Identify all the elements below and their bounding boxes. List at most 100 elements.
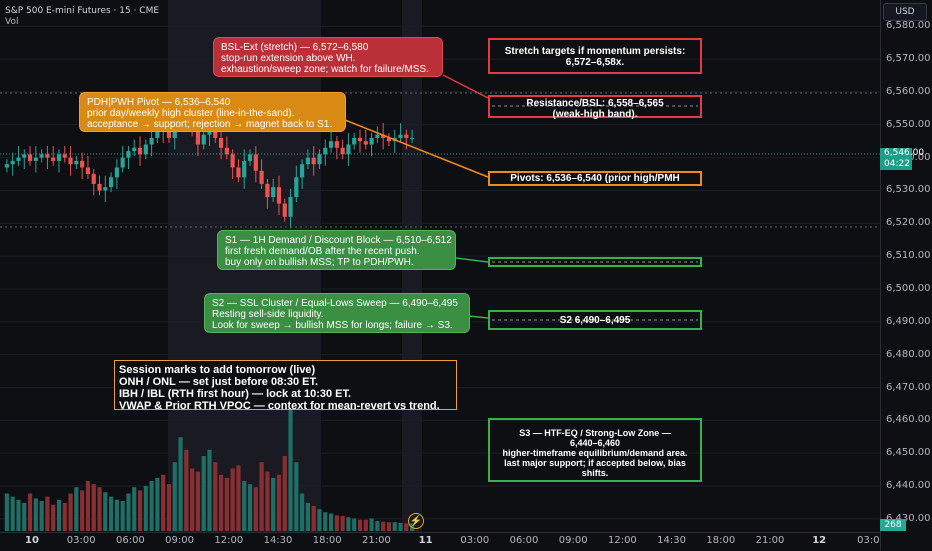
candle-body bbox=[166, 131, 172, 138]
s2-line-3: Look for sweep → bullish MSS for longs; … bbox=[212, 320, 453, 331]
session-marks-note[interactable]: Session marks to add tomorrow (live) ONH… bbox=[114, 360, 457, 412]
candle-body bbox=[68, 157, 73, 165]
time-tick-label: 21:00 bbox=[755, 535, 785, 546]
bsl-ext-callout[interactable]: BSL-Ext (stretch) — 6,572–6,580 stop-run… bbox=[213, 37, 443, 77]
s2-zone[interactable]: S2 6,490–6,495 bbox=[488, 310, 702, 330]
volume-bar bbox=[85, 481, 91, 531]
candle-body bbox=[311, 157, 316, 165]
candle-body bbox=[80, 160, 85, 168]
volume-bar bbox=[74, 487, 79, 531]
volume-bar bbox=[311, 506, 316, 531]
s1-zone[interactable] bbox=[488, 257, 702, 267]
resistance-bsl-zone[interactable]: Resistance/BSL: 6,558–6,565 (weak-high b… bbox=[488, 95, 702, 120]
time-tick-label: 03:0 bbox=[857, 535, 880, 546]
time-tick-label: 06:00 bbox=[509, 535, 539, 546]
s2-line-2: Resting sell-side liquidity. bbox=[212, 309, 324, 320]
candle-body bbox=[352, 137, 357, 145]
s3-line-1: S3 — HTF-EQ / Strong-Low Zone — bbox=[519, 428, 671, 438]
stretch-targets-line-2: 6,572–6,58x. bbox=[565, 57, 625, 68]
volume-bar bbox=[276, 474, 282, 531]
candle-body bbox=[22, 154, 27, 158]
volume-bar bbox=[195, 471, 201, 531]
s2-callout[interactable]: S2 — SSL Cluster / Equal-Lows Sweep — 6,… bbox=[204, 293, 470, 333]
price-tick-label: 6,460.00 bbox=[886, 414, 931, 426]
candle-body bbox=[305, 157, 311, 165]
volume-bar bbox=[97, 487, 102, 531]
volume-bar bbox=[184, 449, 189, 531]
candle-body bbox=[114, 167, 119, 178]
candle-body bbox=[33, 157, 38, 161]
candle-body bbox=[253, 154, 258, 171]
countdown-timer: 04:22 bbox=[884, 159, 910, 169]
pivot-connector bbox=[339, 117, 489, 178]
stretch-targets-zone[interactable]: Stretch targets if momentum persists: 6,… bbox=[488, 38, 702, 74]
s2-line-1: S2 — SSL Cluster / Equal-Lows Sweep — 6,… bbox=[212, 298, 458, 309]
bsl-ext-line-3: exhaustion/sweep zone; watch for failure… bbox=[221, 64, 429, 75]
volume-bar bbox=[259, 462, 264, 531]
pivots-zone[interactable]: Pivots: 6,536–6,540 (prior high/PMH bbox=[488, 171, 702, 186]
volume-bar bbox=[137, 490, 143, 531]
symbol-title[interactable]: S&P 500 E-mini Futures · 15 · CME bbox=[5, 6, 160, 16]
price-scale[interactable] bbox=[880, 0, 932, 550]
pdh-pivot-line-3: acceptance → support; rejection → magnet… bbox=[87, 119, 333, 130]
candle-body bbox=[10, 160, 15, 165]
s1-callout[interactable]: S1 — 1H Demand / Discount Block — 6,510–… bbox=[217, 230, 456, 270]
volume-bar bbox=[166, 484, 172, 531]
volume-bar bbox=[16, 499, 21, 531]
volume-bar bbox=[340, 516, 345, 531]
volume-bar bbox=[294, 462, 299, 531]
price-tick-label: 6,490.00 bbox=[886, 315, 931, 327]
volume-bar bbox=[236, 465, 241, 531]
candle-body bbox=[242, 160, 247, 178]
s1-connector bbox=[455, 257, 489, 263]
pivots-label: Pivots: 6,536–6,540 (prior high/PMH bbox=[510, 173, 680, 184]
candle-body bbox=[224, 147, 229, 155]
price-tick-label: 6,480.00 bbox=[886, 348, 931, 360]
time-axis[interactable] bbox=[0, 532, 880, 551]
price-tick-label: 6,550.00 bbox=[886, 118, 931, 130]
s3-line-3: higher-timeframe equilibrium/demand area… bbox=[502, 448, 688, 458]
candle-body bbox=[323, 147, 328, 155]
volume-bar bbox=[114, 499, 119, 531]
lightning-icon[interactable]: ⚡ bbox=[408, 513, 424, 529]
session-line-3: IBH / IBL (RTH first hour) — lock at 10:… bbox=[119, 388, 352, 400]
s3-line-4: last major support; if accepted below, b… bbox=[504, 458, 686, 468]
candle-body bbox=[56, 154, 62, 161]
bsl-connector bbox=[442, 74, 489, 99]
volume-bar bbox=[375, 521, 380, 531]
pdh-pivot-line-2: prior day/weekly high cluster (line-in-t… bbox=[87, 108, 295, 119]
volume-bar bbox=[398, 522, 403, 531]
pdh-pivot-line-1: PDH|PWH Pivot — 6,536–6,540 bbox=[87, 97, 231, 108]
pdh-pivot-callout[interactable]: PDH|PWH Pivot — 6,536–6,540 prior day/we… bbox=[79, 92, 346, 132]
volume-bar bbox=[80, 490, 85, 531]
candle-body bbox=[363, 141, 368, 145]
candle-body bbox=[288, 197, 293, 217]
volume-bar bbox=[346, 517, 351, 531]
volume-bars bbox=[4, 381, 415, 531]
price-tick-label: 6,530.00 bbox=[886, 184, 931, 196]
time-tick-label: 06:00 bbox=[115, 535, 145, 546]
volume-bar bbox=[22, 502, 27, 531]
candle-body bbox=[334, 141, 339, 148]
volume-indicator-label[interactable]: Vol bbox=[5, 17, 19, 27]
candle-body bbox=[259, 170, 264, 184]
s1-line-1: S1 — 1H Demand / Discount Block — 6,510–… bbox=[225, 235, 452, 246]
stretch-targets-line-1: Stretch targets if momentum persists: bbox=[504, 46, 686, 57]
candle-body bbox=[247, 154, 253, 161]
volume-bar bbox=[305, 502, 311, 531]
volume-bar bbox=[271, 477, 276, 531]
volume-bar bbox=[103, 492, 108, 531]
currency-button[interactable]: USD bbox=[883, 3, 927, 21]
candle-body bbox=[62, 154, 67, 158]
time-tick-label: 14:30 bbox=[263, 535, 293, 546]
time-tick-label: 09:00 bbox=[558, 535, 588, 546]
candle-body bbox=[143, 144, 148, 155]
price-tick-label: 6,470.00 bbox=[886, 381, 931, 393]
volume-bar bbox=[126, 493, 131, 531]
price-tick-label: 6,510.00 bbox=[886, 250, 931, 262]
candle-body bbox=[346, 144, 351, 155]
s3-zone[interactable]: S3 — HTF-EQ / Strong-Low Zone — 6,440–6,… bbox=[488, 418, 702, 482]
candle-body bbox=[276, 187, 282, 204]
volume-bar bbox=[386, 522, 392, 531]
time-tick-label: 21:00 bbox=[361, 535, 391, 546]
